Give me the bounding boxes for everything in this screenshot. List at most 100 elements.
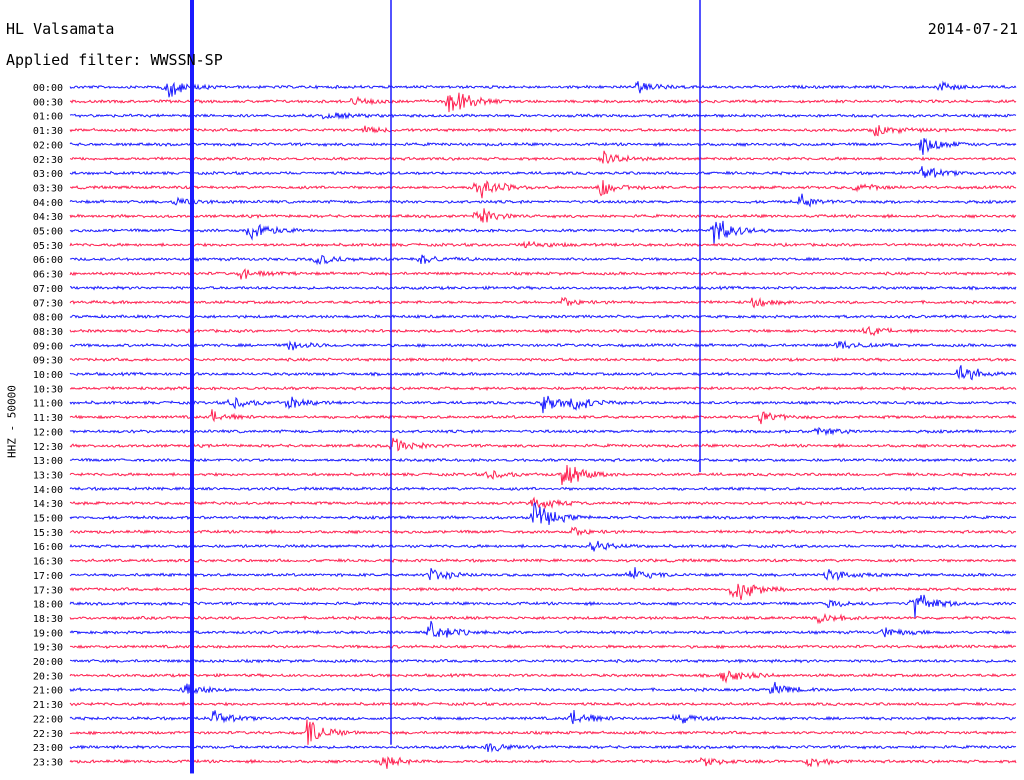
row-time-label: 12:30 bbox=[33, 442, 63, 453]
row-time-label: 21:00 bbox=[33, 686, 63, 697]
date-label: 2014-07-21 bbox=[927, 20, 1018, 38]
row-time-label: 16:00 bbox=[33, 542, 63, 553]
trace-row-0830 bbox=[69, 325, 1017, 337]
trace-row-1130 bbox=[69, 409, 1017, 425]
trace-row-0400 bbox=[69, 193, 1017, 208]
row-time-label: 10:30 bbox=[33, 384, 63, 395]
trace-row-1800 bbox=[69, 594, 1016, 618]
row-time-label: 22:00 bbox=[33, 714, 63, 725]
trace-row-1530 bbox=[69, 526, 1017, 536]
row-time-label: 11:30 bbox=[33, 413, 63, 424]
row-time-label: 09:00 bbox=[33, 341, 63, 352]
row-time-label: 22:30 bbox=[33, 729, 63, 740]
trace-row-1930 bbox=[69, 643, 1017, 650]
trace-row-1230 bbox=[69, 437, 1017, 452]
event-band bbox=[699, 0, 701, 473]
row-time-label: 08:30 bbox=[33, 327, 63, 338]
trace-row-1000 bbox=[69, 365, 1017, 381]
trace-row-0730 bbox=[69, 296, 1017, 309]
trace-row-0300 bbox=[69, 166, 1017, 178]
row-time-label: 02:30 bbox=[33, 155, 63, 166]
row-time-label: 01:00 bbox=[33, 112, 63, 123]
trace-row-0000 bbox=[69, 80, 1017, 98]
trace-row-0700 bbox=[69, 285, 1017, 291]
row-time-label: 00:30 bbox=[33, 97, 63, 108]
trace-row-1630 bbox=[69, 557, 1017, 564]
row-time-label: 03:30 bbox=[33, 183, 63, 194]
trace-row-2100 bbox=[69, 681, 1017, 695]
trace-row-2230 bbox=[69, 719, 1017, 745]
row-time-label: 06:00 bbox=[33, 255, 63, 266]
filter-label: Applied filter: WWSSN-SP bbox=[6, 51, 223, 69]
trace-row-0430 bbox=[69, 208, 1017, 223]
trace-row-2030 bbox=[69, 670, 1017, 684]
trace-row-1100 bbox=[69, 395, 1017, 414]
row-time-label: 17:30 bbox=[33, 585, 63, 596]
trace-row-0630 bbox=[69, 268, 1017, 280]
row-time-label: 12:00 bbox=[33, 427, 63, 438]
row-time-label: 13:00 bbox=[33, 456, 63, 467]
station-title: HL Valsamata bbox=[6, 20, 115, 38]
row-time-label: 20:30 bbox=[33, 671, 63, 682]
row-time-label: 04:00 bbox=[33, 198, 63, 209]
row-time-label: 07:00 bbox=[33, 284, 63, 295]
trace-row-1400 bbox=[69, 486, 1017, 492]
row-time-label: 04:30 bbox=[33, 212, 63, 223]
row-time-label: 23:30 bbox=[33, 757, 63, 768]
row-time-label: 19:30 bbox=[33, 643, 63, 654]
row-time-label: 17:00 bbox=[33, 571, 63, 582]
trace-row-0030 bbox=[69, 92, 1017, 113]
trace-row-2000 bbox=[69, 658, 1017, 664]
row-time-label: 15:30 bbox=[33, 528, 63, 539]
trace-row-1330 bbox=[69, 464, 1017, 486]
row-time-label: 23:00 bbox=[33, 743, 63, 754]
row-time-label: 05:00 bbox=[33, 227, 63, 238]
trace-row-1200 bbox=[69, 426, 1017, 437]
trace-row-1430 bbox=[69, 496, 1017, 510]
trace-row-0800 bbox=[69, 313, 1017, 320]
row-time-label: 14:00 bbox=[33, 485, 63, 496]
trace-row-0130 bbox=[69, 125, 1017, 137]
trace-row-2330 bbox=[69, 755, 1017, 769]
trace-row-1600 bbox=[69, 540, 1017, 552]
row-time-label: 10:00 bbox=[33, 370, 63, 381]
trace-row-1730 bbox=[69, 583, 1017, 601]
y-axis-label: HHZ - 50000 bbox=[5, 385, 19, 458]
trace-row-1900 bbox=[69, 620, 1017, 638]
row-time-label: 01:30 bbox=[33, 126, 63, 137]
row-time-label: 19:00 bbox=[33, 628, 63, 639]
event-band bbox=[190, 0, 194, 774]
row-time-label: 05:30 bbox=[33, 241, 63, 252]
trace-row-0200 bbox=[69, 137, 1017, 155]
row-time-label: 09:30 bbox=[33, 356, 63, 367]
trace-row-2300 bbox=[69, 743, 1017, 753]
trace-row-2200 bbox=[69, 709, 1017, 725]
trace-row-0330 bbox=[70, 180, 1017, 199]
row-time-label: 18:00 bbox=[33, 600, 63, 611]
row-time-label: 07:30 bbox=[33, 298, 63, 309]
trace-row-0530 bbox=[69, 240, 1017, 249]
row-time-label: 00:00 bbox=[33, 83, 63, 94]
row-time-label: 03:00 bbox=[33, 169, 63, 180]
trace-row-2130 bbox=[69, 701, 1017, 707]
row-time-label: 02:00 bbox=[33, 140, 63, 151]
event-band bbox=[390, 0, 392, 745]
trace-row-0100 bbox=[69, 112, 1017, 120]
trace-row-0930 bbox=[69, 357, 1017, 363]
row-time-label: 08:00 bbox=[33, 313, 63, 324]
row-time-label: 13:30 bbox=[33, 470, 63, 481]
trace-row-1030 bbox=[69, 385, 1017, 392]
row-time-label: 18:30 bbox=[33, 614, 63, 625]
trace-row-1500 bbox=[69, 502, 1017, 525]
row-time-label: 21:30 bbox=[33, 700, 63, 711]
trace-row-1700 bbox=[69, 567, 1017, 582]
row-time-label: 14:30 bbox=[33, 499, 63, 510]
trace-row-1830 bbox=[69, 613, 1017, 625]
trace-row-0900 bbox=[69, 340, 1017, 351]
row-time-label: 11:00 bbox=[33, 399, 63, 410]
row-time-label: 16:30 bbox=[33, 557, 63, 568]
trace-row-0230 bbox=[69, 150, 1017, 165]
row-time-label: 20:00 bbox=[33, 657, 63, 668]
row-time-label: 06:30 bbox=[33, 270, 63, 281]
